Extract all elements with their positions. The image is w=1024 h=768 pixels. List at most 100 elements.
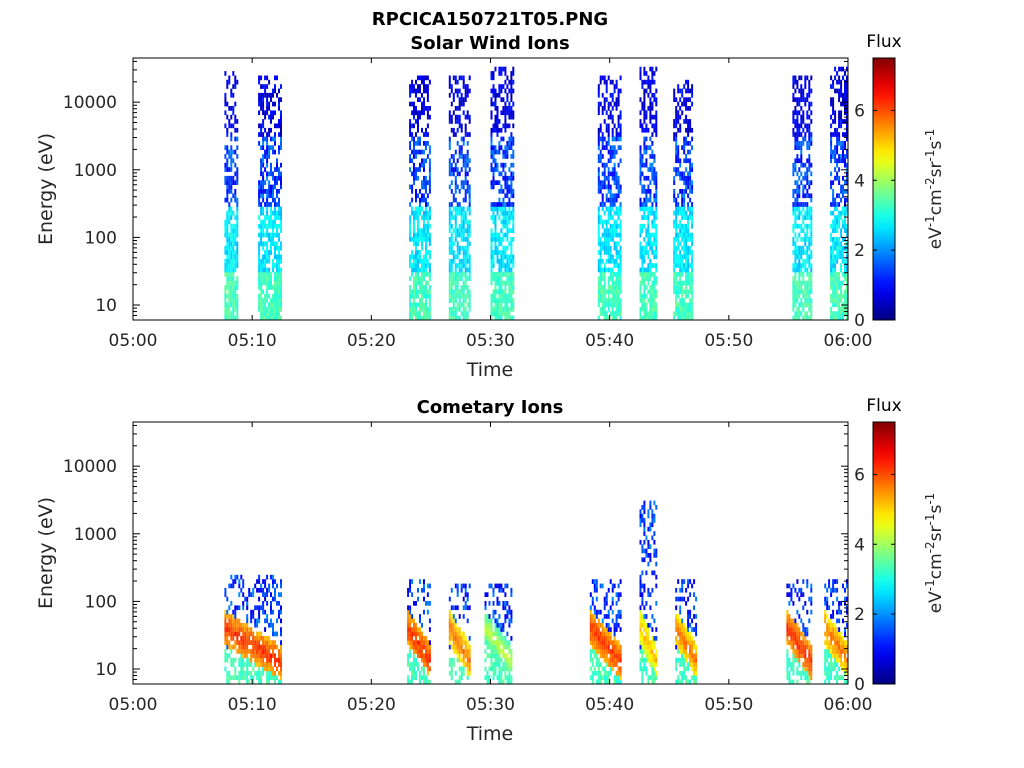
heatmap-cell [407,587,410,593]
heatmap-cell [494,106,497,111]
heatmap-cell [615,175,618,181]
heatmap-cell [278,106,280,111]
heatmap-cell [510,110,513,116]
heatmap-cell [411,675,414,680]
heatmap-cell [256,640,259,645]
heatmap-cell [246,618,249,624]
heatmap-cell [226,167,229,172]
heatmap-cell [421,644,423,650]
heatmap-cell [425,223,427,229]
heatmap-cell [448,114,451,120]
heatmap-cell [492,237,495,242]
heatmap-cell [426,180,429,185]
heatmap-cell [645,250,648,255]
heatmap-cell [798,302,801,308]
heatmap-cell [691,241,694,247]
heatmap-cell [840,241,843,247]
heatmap-cell [647,254,650,260]
heatmap-cell [276,210,278,216]
heatmap-cell [611,136,614,142]
heatmap-cell [645,315,648,320]
heatmap-cell [593,631,596,637]
heatmap-cell [421,158,423,164]
heatmap-cell [450,636,453,641]
heatmap-cell [802,289,805,295]
heatmap-cell [617,97,620,102]
heatmap-cell [274,298,276,303]
heatmap-cell [450,258,453,264]
heatmap-cell [617,306,620,312]
heatmap-cell [589,592,592,597]
heatmap-cell [244,675,247,680]
heatmap-cell [272,197,274,203]
heatmap-cell [502,97,505,102]
heatmap-cell [448,136,451,142]
heatmap-cell [796,293,799,299]
heatmap-cell [605,289,608,295]
heatmap-cell [844,267,846,273]
heatmap-cell [846,306,848,312]
heatmap-cell [266,210,269,216]
heatmap-cell [605,141,608,146]
heatmap-cell [691,232,694,238]
heatmap-cell [462,254,465,260]
heatmap-cell [490,215,493,220]
heatmap-cell [591,601,594,606]
heatmap-cell [224,219,227,225]
heatmap-cell [840,306,843,312]
heatmap-cell [268,92,271,98]
heatmap-cell [798,123,801,129]
heatmap-cell [450,114,453,120]
heatmap-cell [840,145,843,150]
heatmap-cell [276,123,278,129]
heatmap-cell [224,636,227,641]
heatmap-cell [838,276,841,281]
heatmap-cell [234,241,237,247]
heatmap-cell [494,219,497,225]
heatmap-cell [597,167,600,172]
heatmap-cell [599,631,602,637]
heatmap-cell [488,636,491,641]
heatmap-cell [494,657,497,663]
heatmap-cell [641,315,644,320]
heatmap-cell [280,141,282,146]
heatmap-cell [448,622,451,628]
heatmap-cell [409,237,412,242]
heatmap-cell [421,675,423,680]
heatmap-cell [246,640,249,645]
x-tick-label: 06:00 [824,331,873,351]
heatmap-cell [234,609,237,615]
heatmap-cell [280,631,282,637]
heatmap-cell [236,241,239,247]
heatmap-cell [603,237,606,242]
heatmap-cell [415,302,417,308]
heatmap-cell [645,189,648,194]
heatmap-cell [230,614,233,619]
heatmap-cell [836,141,839,146]
heatmap-cell [421,302,423,308]
heatmap-cell [792,92,795,98]
heatmap-cell [800,245,803,251]
heatmap-cell [425,289,427,295]
heatmap-cell [675,232,678,238]
heatmap-cell [224,592,227,597]
heatmap-cell [496,302,499,308]
heatmap-cell [494,202,497,207]
heatmap-cell [236,202,239,207]
heatmap-cell [456,167,459,172]
heatmap-cell [264,306,267,312]
heatmap-cell [681,193,684,199]
heatmap-cell [619,202,622,207]
heatmap-cell [599,293,602,299]
heatmap-cell [456,640,459,645]
heatmap-cell [673,189,676,194]
heatmap-cell [262,193,265,199]
heatmap-cell [458,206,461,212]
heatmap-cell [796,298,799,303]
heatmap-cell [425,158,427,164]
heatmap-cell [423,587,425,593]
heatmap-cell [844,145,846,150]
heatmap-cell [246,662,249,667]
heatmap-cell [649,79,652,85]
heatmap-cell [653,306,656,312]
